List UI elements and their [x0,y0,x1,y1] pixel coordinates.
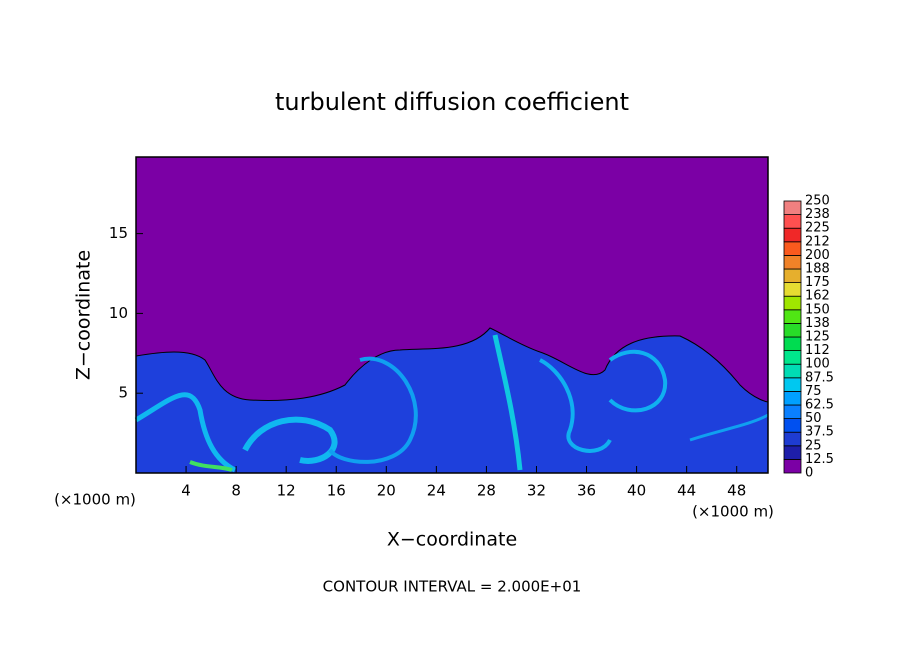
colorbar-box [783,363,802,379]
colorbar-box [783,445,802,460]
y-tick-label: 15 [109,224,128,242]
colorbar-label: 25 [805,438,822,453]
x-tick-label: 16 [327,482,346,500]
colorbar-label: 87.5 [805,370,834,385]
field-swirl [539,358,612,453]
x-tick-label: 40 [627,482,646,500]
field-swirl [608,349,668,413]
colorbar-box [783,336,802,352]
x-tick-label: 48 [727,482,746,500]
x-tick-label: 32 [527,482,546,500]
y-axis-label: Z−coordinate [73,250,95,380]
field-region [135,327,769,474]
colorbar-box [783,431,802,447]
x-unit-label: (×1000 m) [692,503,774,521]
colorbar-box [783,295,802,311]
x-tick-label: 28 [477,482,496,500]
field-swirl [134,392,237,473]
y-tick-label: 10 [109,304,128,322]
colorbar-label: 225 [805,221,830,236]
colorbar-box [783,214,802,229]
colorbar-label: 162 [805,289,830,304]
colorbar-label: 175 [805,275,830,290]
colorbar-box [783,404,802,420]
x-tick-label: 4 [181,482,191,500]
colorbar-label: 0 [805,466,813,481]
colorbar-label: 37.5 [805,425,834,440]
colorbar-box [783,350,802,365]
colorbar-label: 125 [805,330,830,345]
x-tick-label: 8 [231,482,241,500]
colorbar-box [783,254,802,270]
colorbar-label: 200 [805,248,830,263]
plot-frame [135,156,769,474]
colorbar-label: 250 [805,194,830,209]
colorbar-box [783,377,802,392]
field-swirl [189,460,233,472]
colorbar-box [783,322,802,338]
plot-area [134,156,769,474]
colorbar-label: 238 [805,207,830,222]
colorbar-label: 188 [805,262,830,277]
x-tick-label: 24 [427,482,446,500]
y-unit-label: (×1000 m) [54,491,136,509]
colorbar-box [783,418,802,433]
colorbar-box [783,241,802,256]
chart-title: turbulent diffusion coefficient [275,88,629,116]
colorbar-label: 12.5 [805,452,834,467]
field-swirl [689,413,769,442]
x-tick-label: 20 [377,482,396,500]
field-swirl [328,356,418,464]
footer: CONTOUR INTERVAL = 2.000E+01 [323,578,582,596]
colorbar-box [783,390,802,406]
colorbar-box [783,282,802,297]
colorbar-label: 212 [805,234,830,249]
colorbar-box [783,200,802,216]
colorbar-box [783,458,802,474]
colorbar-box [783,227,802,243]
field-swirl [242,416,338,464]
colorbar-box [783,268,802,284]
colorbar-label: 112 [805,343,830,358]
colorbar-box [783,309,802,324]
x-tick-label: 44 [677,482,696,500]
x-axis-label: X−coordinate [387,529,517,551]
colorbar-label: 138 [805,316,830,331]
colorbar-label: 75 [805,384,822,399]
field-swirl [492,334,523,471]
y-tick-label: 5 [118,384,128,402]
colorbar-label: 62.5 [805,398,834,413]
colorbar-label: 150 [805,302,830,317]
colorbar-label: 100 [805,357,830,372]
x-tick-label: 12 [277,482,296,500]
x-tick-label: 36 [577,482,596,500]
colorbar-label: 50 [805,411,822,426]
